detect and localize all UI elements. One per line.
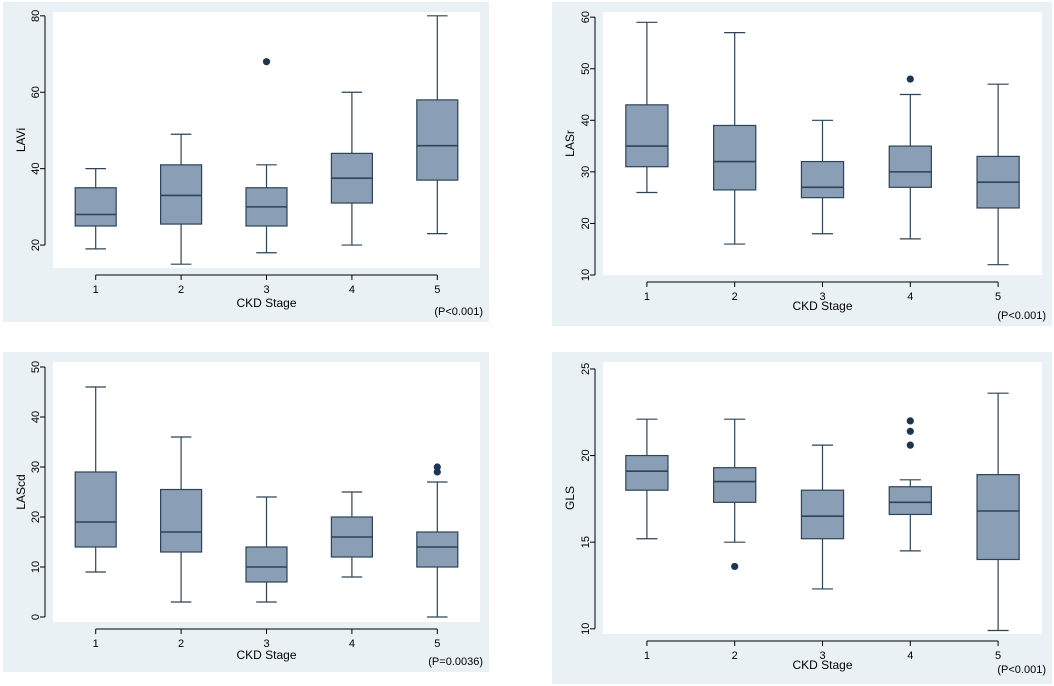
- box-lascd-1: [74, 471, 117, 548]
- x-tick-label-lasr-4: 4: [907, 291, 913, 303]
- x-tick-label-lascd-2: 2: [178, 638, 184, 650]
- chart-gls: 10 15 20 25 GLS 1 2 3 4 5 CKD Stage: [563, 362, 1042, 672]
- p-value-lascd: (P=0.0036): [428, 656, 483, 668]
- box-lasr-2: [713, 124, 757, 191]
- y-tick-label-lasr-40: 40: [580, 114, 592, 126]
- chart-lasr: 10 20 30 40 50 60 LASr 1 2 3 4 5 CKD Stage: [563, 11, 1042, 313]
- x-axis-label-gls: CKD Stage: [792, 658, 852, 672]
- panel-lascd: 0 10 20 30 40 50 LAScd 1 2 3 4 5 CKD Stage (P=0.0036…: [3, 352, 489, 672]
- box-lavi-2: [160, 164, 203, 225]
- y-tick-label-gls-15: 15: [580, 536, 592, 548]
- outlier-gls-4-1: [906, 427, 914, 435]
- outlier-lasr-4-0: [906, 75, 914, 83]
- box-lasr-3: [800, 160, 845, 199]
- panel-lasr: 10 20 30 40 50 60 LASr 1 2 3 4 5 CKD Stage (P<0.001): [552, 2, 1052, 326]
- outlier-lascd-5-0: [433, 468, 441, 476]
- x-axis-label-lascd: CKD Stage: [236, 648, 296, 662]
- outlier-gls-4-0: [906, 441, 914, 449]
- x-tick-label-lasr-1: 1: [644, 291, 650, 303]
- y-tick-label-lasr-10: 10: [580, 269, 592, 281]
- x-tick-label-lavi-5: 5: [434, 284, 440, 296]
- x-tick-label-lasr-2: 2: [732, 291, 738, 303]
- outlier-lascd-5-1: [433, 463, 441, 471]
- y-tick-label-lavi-80: 80: [30, 10, 42, 22]
- box-lasr-4: [888, 145, 932, 188]
- chart-lavi: 20 40 60 80 LAVi 1 2 3 4 5 CKD Stage: [14, 10, 480, 310]
- p-value-lavi: (P<0.001): [434, 306, 483, 318]
- x-tick-label-gls-3: 3: [819, 650, 825, 662]
- y-axis-label-lavi: LAVi: [14, 128, 28, 152]
- x-tick-label-gls-4: 4: [907, 650, 913, 662]
- outlier-gls-2-0: [731, 562, 739, 571]
- x-tick-label-lasr-5: 5: [995, 291, 1001, 303]
- box-lascd-5: [416, 531, 459, 568]
- x-tick-label-lavi-4: 4: [349, 284, 355, 296]
- x-tick-label-lascd-4: 4: [349, 638, 355, 650]
- outlier-gls-4-2: [906, 417, 914, 425]
- y-axis-label-gls: GLS: [563, 486, 577, 510]
- x-tick-label-lavi-3: 3: [263, 284, 269, 296]
- box-lascd-2: [160, 488, 203, 553]
- x-tick-label-lascd-1: 1: [93, 638, 99, 650]
- box-lavi-5: [416, 99, 459, 181]
- x-axis-label-lavi: CKD Stage: [236, 296, 296, 310]
- outlier-lavi-3-0: [262, 58, 271, 66]
- box-gls-2: [713, 467, 757, 503]
- box-gls-3: [800, 489, 845, 540]
- y-tick-label-lasr-30: 30: [580, 166, 592, 178]
- y-axis-label-lasr: LASr: [563, 130, 577, 157]
- y-tick-label-lasr-60: 60: [580, 11, 592, 23]
- p-value-lasr: (P<0.001): [997, 310, 1046, 322]
- y-tick-label-lascd-40: 40: [30, 411, 42, 423]
- p-value-gls: (P<0.001): [997, 664, 1046, 676]
- y-tick-label-gls-25: 25: [580, 363, 592, 375]
- y-tick-label-lavi-40: 40: [30, 163, 42, 175]
- x-axis-label-lasr: CKD Stage: [792, 299, 852, 313]
- y-tick-label-lavi-60: 60: [30, 86, 42, 98]
- y-tick-label-gls-20: 20: [580, 449, 592, 461]
- box-gls-5: [976, 474, 1020, 561]
- y-tick-label-lascd-0: 0: [30, 614, 42, 620]
- box-lavi-1: [74, 187, 117, 227]
- y-axis-label-lascd: LAScd: [14, 474, 28, 509]
- panel-lavi: 20 40 60 80 LAVi 1 2 3 4 5 CKD Stage (P<0.001): [3, 2, 489, 322]
- box-gls-4: [888, 486, 932, 516]
- x-tick-label-lasr-3: 3: [819, 291, 825, 303]
- x-tick-label-gls-1: 1: [644, 650, 650, 662]
- y-tick-label-lascd-20: 20: [30, 511, 42, 523]
- panel-gls: 10 15 20 25 GLS 1 2 3 4 5 CKD Stage (P<0.001): [552, 352, 1052, 684]
- y-tick-label-lascd-50: 50: [30, 361, 42, 373]
- x-tick-label-lavi-2: 2: [178, 284, 184, 296]
- y-tick-label-lasr-50: 50: [580, 63, 592, 75]
- x-tick-label-lascd-5: 5: [434, 638, 440, 650]
- box-gls-1: [625, 454, 669, 491]
- y-tick-label-gls-10: 10: [580, 623, 592, 635]
- y-tick-label-lascd-30: 30: [30, 461, 42, 473]
- x-tick-label-gls-2: 2: [732, 650, 738, 662]
- y-tick-label-lavi-20: 20: [30, 239, 42, 251]
- x-tick-label-gls-5: 5: [995, 650, 1001, 662]
- y-tick-label-lascd-10: 10: [30, 561, 42, 573]
- chart-lascd: 0 10 20 30 40 50 LAScd 1 2 3 4 5 CKD Stage: [14, 361, 480, 662]
- box-lasr-1: [625, 104, 669, 168]
- x-tick-label-lascd-3: 3: [263, 638, 269, 650]
- box-lascd-3: [245, 546, 288, 583]
- y-tick-label-lasr-20: 20: [580, 217, 592, 229]
- x-tick-label-lavi-1: 1: [93, 284, 99, 296]
